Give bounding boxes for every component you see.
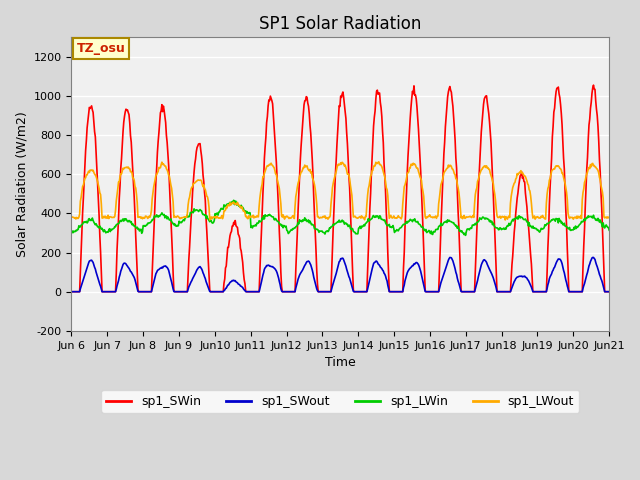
sp1_LWin <box>406 216 414 222</box>
sp1_LWin <box>188 210 195 216</box>
sp1_SWin <box>589 82 597 88</box>
Line: sp1_LWout: sp1_LWout <box>72 162 609 220</box>
Text: TZ_osu: TZ_osu <box>77 42 125 55</box>
sp1_LWout <box>132 192 140 197</box>
Y-axis label: Solar Radiation (W/m2): Solar Radiation (W/m2) <box>15 111 28 257</box>
sp1_LWin <box>77 222 85 228</box>
sp1_SWin <box>132 251 140 257</box>
sp1_LWout <box>375 159 383 165</box>
sp1_SWout <box>68 289 76 295</box>
sp1_SWin <box>406 126 413 132</box>
sp1_SWin <box>68 289 76 295</box>
sp1_SWout <box>421 288 429 294</box>
sp1_LWout <box>406 165 414 171</box>
sp1_SWout <box>77 284 85 289</box>
sp1_SWin <box>77 250 85 256</box>
Line: sp1_SWout: sp1_SWout <box>72 257 609 292</box>
sp1_SWin <box>216 289 223 295</box>
sp1_LWout <box>422 216 430 221</box>
sp1_LWin <box>422 227 430 232</box>
sp1_LWin <box>605 228 613 233</box>
sp1_LWin <box>68 229 76 235</box>
sp1_SWout <box>406 266 413 272</box>
sp1_SWout <box>589 254 596 260</box>
Line: sp1_SWin: sp1_SWin <box>72 85 609 292</box>
sp1_LWout <box>68 214 76 219</box>
sp1_SWout <box>132 283 140 288</box>
sp1_LWout <box>605 215 613 220</box>
sp1_SWin <box>188 216 195 221</box>
sp1_LWin <box>216 209 223 215</box>
sp1_LWin <box>132 225 140 231</box>
sp1_LWout <box>216 215 223 221</box>
sp1_SWout <box>605 289 613 295</box>
Line: sp1_LWin: sp1_LWin <box>72 200 609 235</box>
sp1_LWout <box>77 194 85 200</box>
sp1_LWin <box>461 232 469 238</box>
Title: SP1 Solar Radiation: SP1 Solar Radiation <box>259 15 422 33</box>
sp1_LWout <box>188 186 195 192</box>
sp1_LWin <box>230 197 237 203</box>
sp1_SWin <box>421 288 429 293</box>
sp1_SWout <box>188 279 195 285</box>
sp1_LWout <box>501 217 509 223</box>
Legend: sp1_SWin, sp1_SWout, sp1_LWin, sp1_LWout: sp1_SWin, sp1_SWout, sp1_LWin, sp1_LWout <box>101 390 579 413</box>
X-axis label: Time: Time <box>325 356 356 369</box>
sp1_SWin <box>605 289 613 295</box>
sp1_SWout <box>216 289 223 295</box>
